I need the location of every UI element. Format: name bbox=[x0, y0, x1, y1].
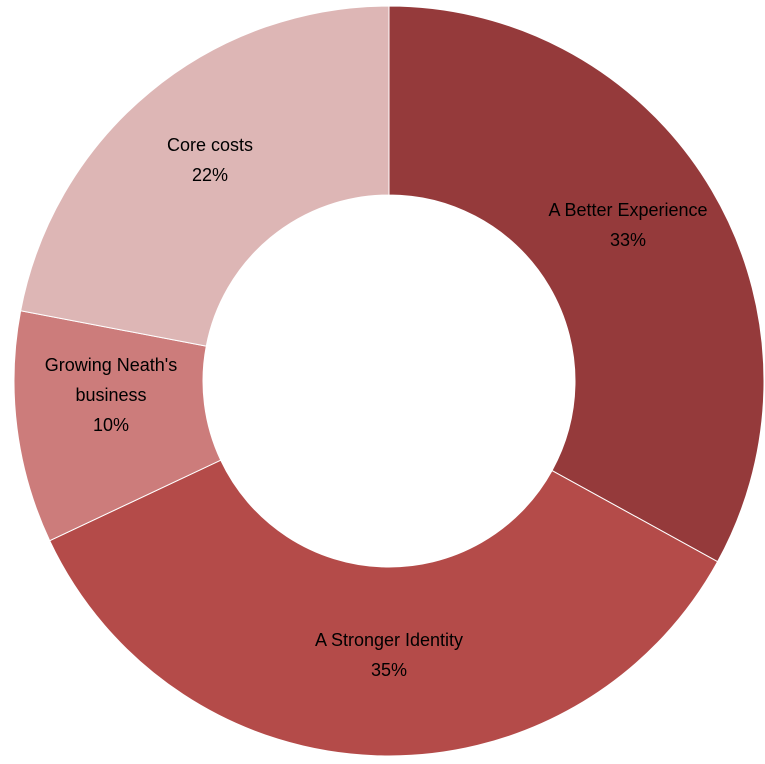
slice-a-better-experience bbox=[388, 5, 765, 563]
slice-value-label: 33% bbox=[610, 230, 646, 250]
slice-value-label: 35% bbox=[371, 660, 407, 680]
slice-category-label: Growing Neath's bbox=[45, 355, 178, 375]
donut-slices bbox=[13, 5, 765, 757]
slice-category-label: business bbox=[75, 385, 146, 405]
slice-category-label: A Stronger Identity bbox=[315, 630, 463, 650]
slice-value-label: 22% bbox=[192, 165, 228, 185]
slice-a-stronger-identity bbox=[49, 459, 719, 757]
data-labels: A Better Experience 33% A Stronger Identit… bbox=[45, 135, 708, 680]
slice-value-label: 10% bbox=[93, 415, 129, 435]
slice-category-label: Core costs bbox=[167, 135, 253, 155]
slice-core-costs bbox=[20, 5, 390, 347]
slice-category-label: A Better Experience bbox=[548, 200, 707, 220]
